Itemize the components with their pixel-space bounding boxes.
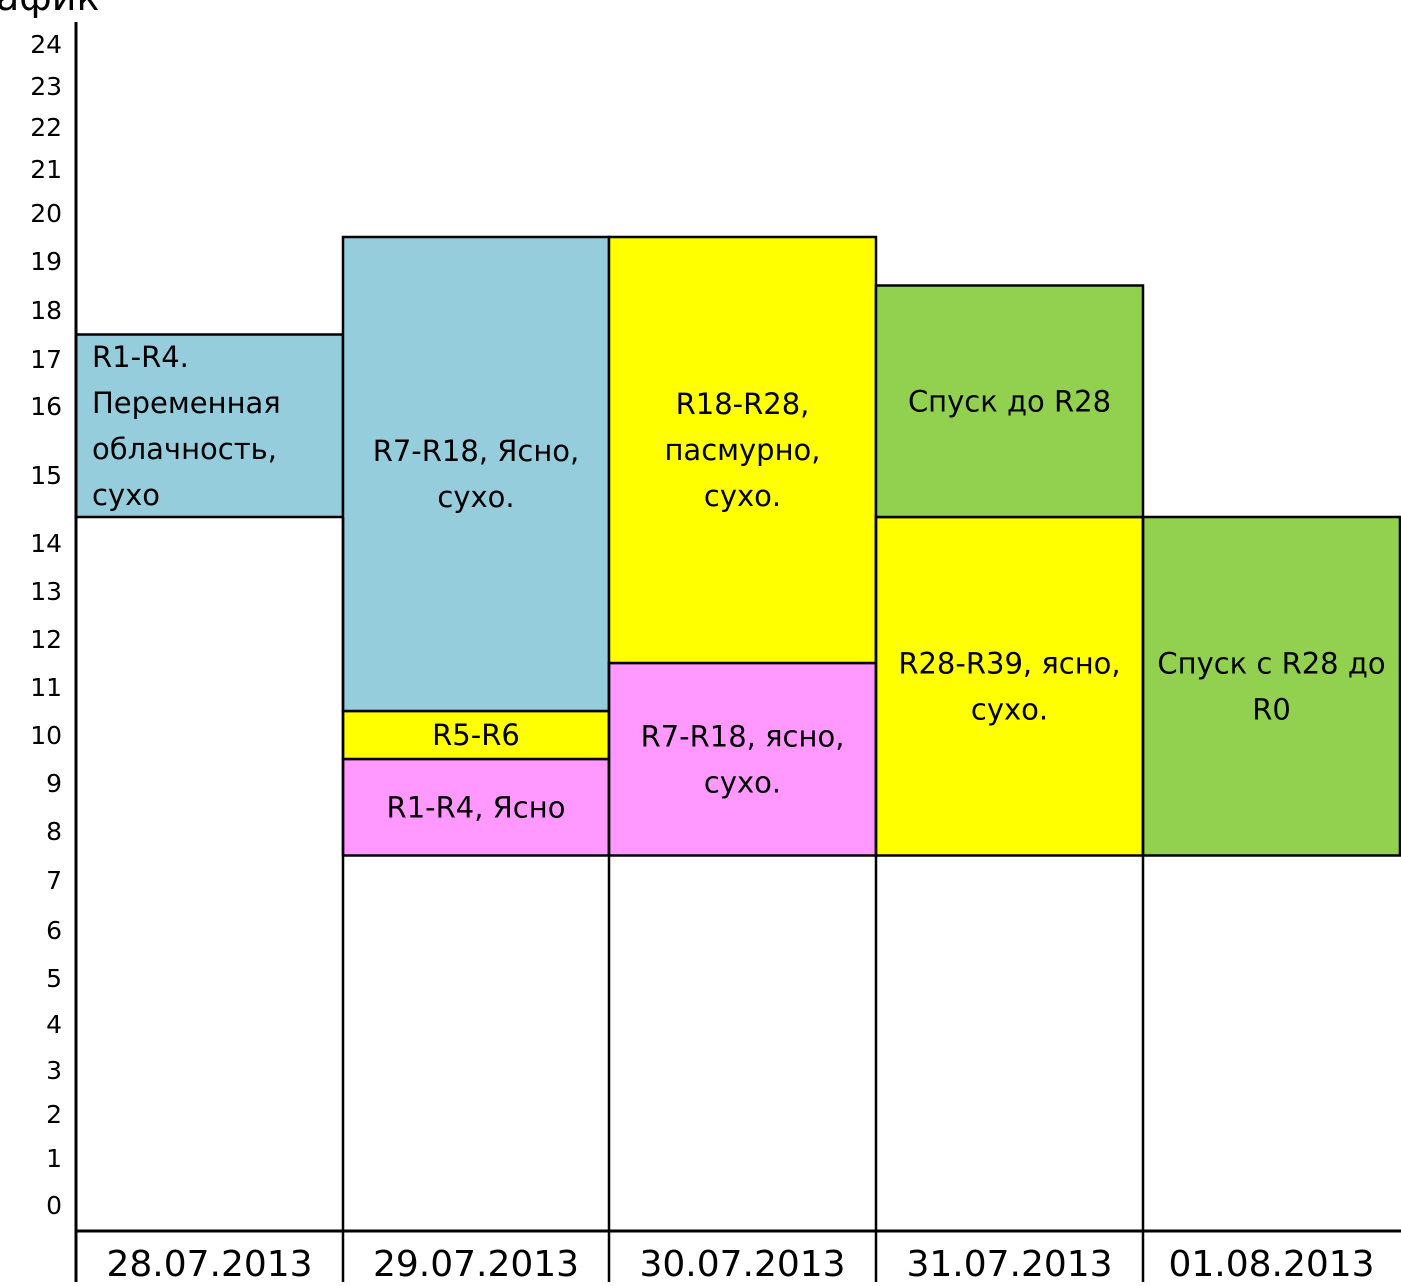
- y-tick-label: 14: [30, 529, 62, 558]
- y-tick-label: 20: [30, 199, 62, 228]
- y-tick-label: 2: [46, 1100, 62, 1129]
- block-label-line: облачность,: [92, 432, 277, 466]
- block-label-line: R1-R4.: [92, 340, 189, 374]
- block-label-line: R5-R6: [432, 718, 520, 752]
- schedule-block: [874, 515, 1145, 857]
- schedule-block: [341, 757, 611, 857]
- y-tick-label: 13: [30, 577, 62, 606]
- block-label-line: сухо.: [704, 765, 781, 799]
- block-label-line: R7-R18, Ясно,: [373, 434, 580, 468]
- y-tick-label: 7: [46, 866, 62, 895]
- y-tick-label: 4: [46, 1010, 62, 1039]
- y-tick-label: 6: [46, 916, 62, 945]
- schedule-block: [874, 284, 1145, 519]
- y-tick-label: 23: [30, 72, 62, 101]
- y-tick-label: 11: [30, 673, 62, 702]
- block-label-line: R28-R39, ясно,: [898, 646, 1120, 680]
- y-tick-label: 22: [30, 113, 62, 142]
- x-category-label: 31.07.2013: [906, 1244, 1112, 1282]
- schedule-block: [607, 235, 878, 665]
- y-tick-label: 17: [30, 345, 62, 374]
- y-tick-label: 10: [30, 721, 62, 750]
- block-label-line: R1-R4, Ясно: [387, 790, 566, 824]
- schedule-block: [607, 661, 878, 857]
- block-label-line: сухо: [92, 478, 160, 512]
- schedule-block: [341, 235, 611, 713]
- y-tick-label: 9: [46, 769, 62, 798]
- y-tick-label: 12: [30, 625, 62, 654]
- block-label-line: R0: [1252, 692, 1291, 726]
- x-category-label: 30.07.2013: [639, 1244, 845, 1282]
- y-tick-label: 8: [46, 817, 62, 846]
- schedule-block: [1141, 515, 1401, 857]
- x-category-label: 01.08.2013: [1168, 1244, 1374, 1282]
- block-label-line: R18-R28,: [676, 387, 810, 421]
- y-tick-label: 21: [30, 155, 62, 184]
- chart-title: афик: [0, 0, 99, 16]
- block-label-line: Переменная: [92, 386, 281, 420]
- y-tick-label: 18: [30, 296, 62, 325]
- x-category-label: 29.07.2013: [373, 1244, 579, 1282]
- block-label-line: сухо.: [437, 480, 514, 514]
- y-tick-label: 3: [46, 1056, 62, 1085]
- y-tick-label: 24: [30, 30, 62, 59]
- y-tick-label: 1: [46, 1144, 62, 1173]
- block-label-line: Спуск до R28: [908, 384, 1111, 418]
- block-label-line: сухо.: [704, 479, 781, 513]
- schedule-block: [74, 333, 345, 519]
- y-tick-label: 16: [30, 392, 62, 421]
- y-tick-label: 15: [30, 461, 62, 490]
- y-tick-label: 0: [46, 1191, 62, 1220]
- y-tick-label: 19: [30, 247, 62, 276]
- x-category-label: 28.07.2013: [106, 1244, 312, 1282]
- block-label-line: R7-R18, ясно,: [641, 719, 845, 753]
- block-label-line: сухо.: [971, 692, 1048, 726]
- y-tick-label: 5: [46, 964, 62, 993]
- block-label-line: Спуск с R28 до: [1157, 646, 1385, 680]
- block-label-line: пасмурно,: [664, 433, 820, 467]
